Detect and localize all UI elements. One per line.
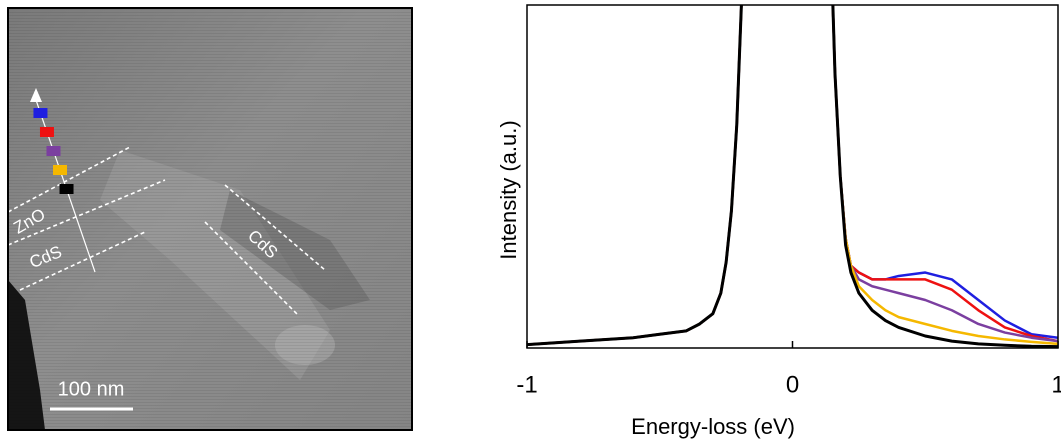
micrograph: ZnO CdS CdS 100 nm — [8, 8, 412, 430]
x-axis-label: Energy-loss (eV) — [631, 414, 795, 439]
position-marker — [33, 108, 48, 118]
series-line — [527, 5, 1058, 346]
x-tick-label: 0 — [786, 371, 799, 398]
y-axis-label: Intensity (a.u.) — [496, 120, 521, 259]
series-line — [527, 5, 1058, 346]
marker-squares — [33, 108, 74, 194]
position-marker — [59, 184, 74, 194]
lines — [527, 5, 1058, 348]
plot-frame — [526, 4, 1059, 349]
x-tick-label: -1 — [516, 371, 537, 398]
series-line — [527, 5, 1058, 346]
position-marker — [53, 165, 68, 175]
position-marker — [46, 146, 61, 156]
position-marker — [39, 127, 54, 137]
micrograph-frame — [7, 7, 413, 431]
series-line — [527, 5, 1058, 346]
scale-bar-label: 100 nm — [58, 378, 125, 400]
series-line — [527, 5, 1058, 348]
plot — [526, 5, 1059, 348]
x-tick-label: 1 — [1051, 371, 1061, 398]
